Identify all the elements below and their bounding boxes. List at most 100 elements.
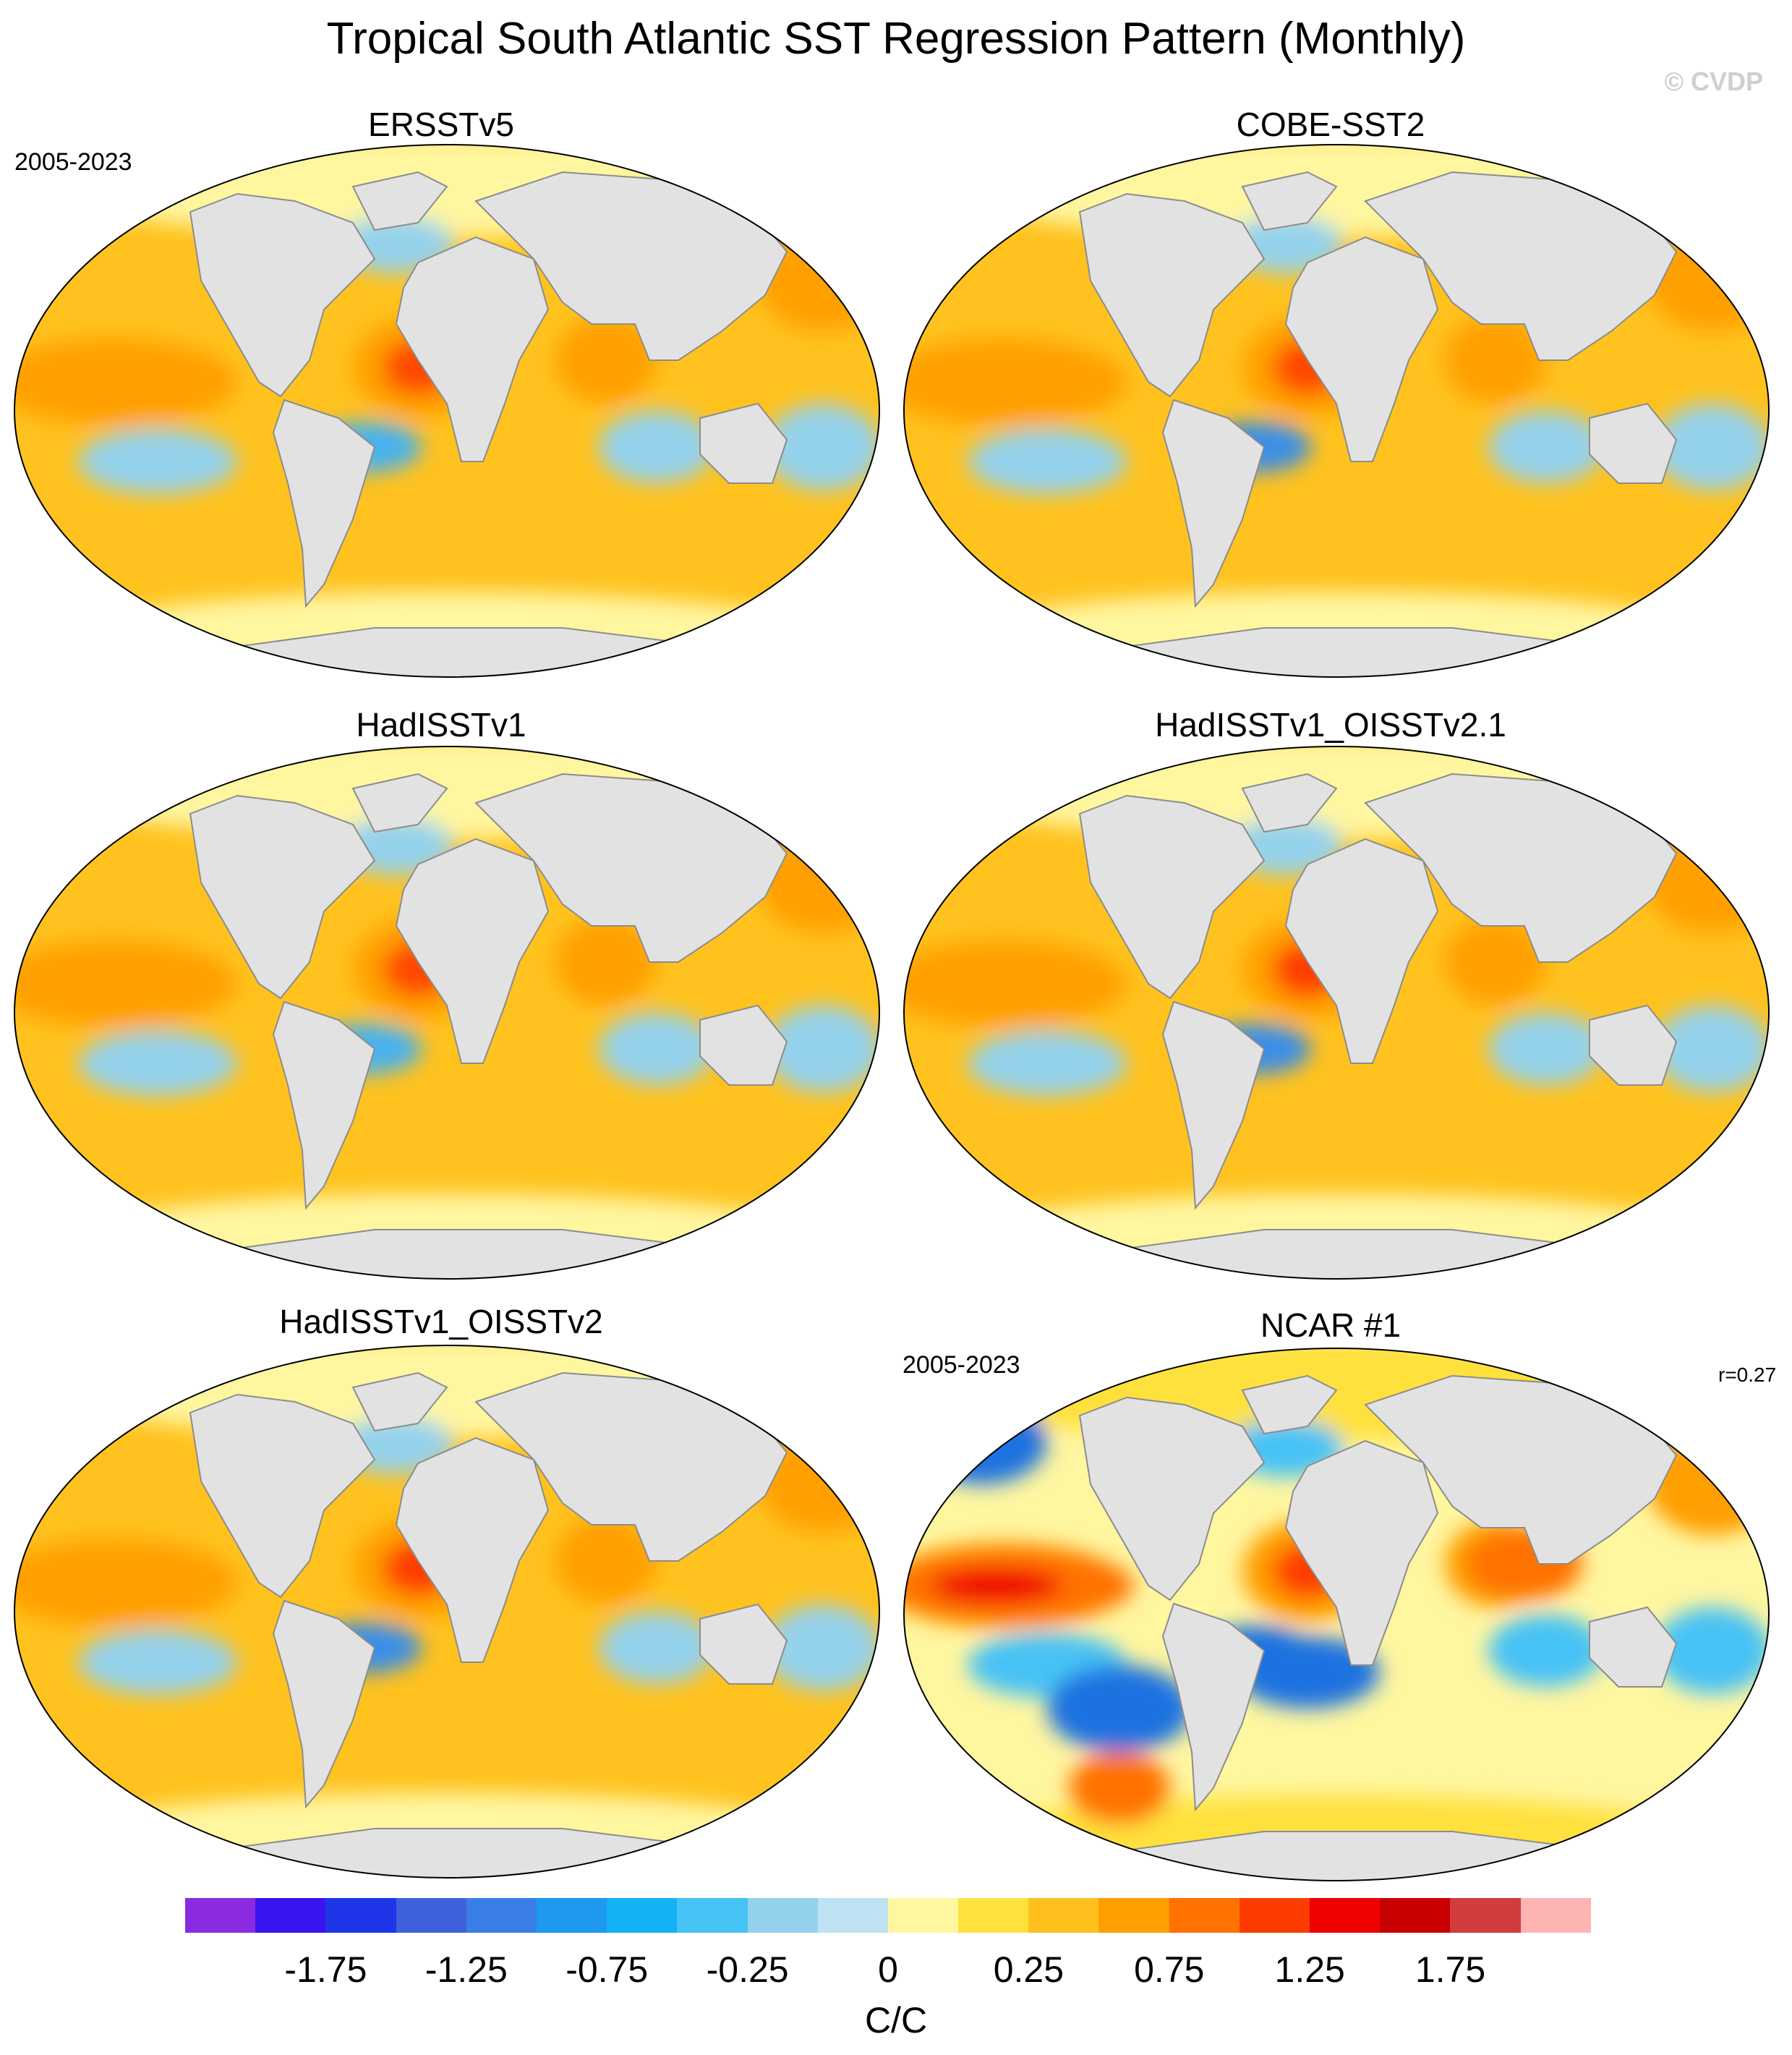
continent-shape xyxy=(272,399,376,608)
panel-title: NCAR #1 xyxy=(1260,1306,1401,1344)
correlation-label: r=0.27 xyxy=(1718,1363,1777,1386)
colorbar-swatch xyxy=(325,1898,396,1933)
colorbar-swatch xyxy=(1239,1898,1310,1933)
regression-map xyxy=(903,144,1770,678)
map-outline xyxy=(903,144,1770,678)
continent-shape xyxy=(189,794,376,1000)
indian-ocean-cool xyxy=(1488,411,1604,483)
colorbar-tick-label: -1.75 xyxy=(284,1949,367,1990)
tasman-cool xyxy=(1655,1005,1769,1092)
indian-ocean-cool xyxy=(599,1612,714,1684)
panel-title: HadISSTv1_OISSTv2.1 xyxy=(1155,706,1506,744)
map-outline xyxy=(14,144,880,678)
kuroshio-cold xyxy=(1712,1397,1769,1455)
colorbar-swatch xyxy=(185,1898,256,1933)
panel-title: HadISSTv1_OISSTv2 xyxy=(279,1303,603,1340)
continent-shape xyxy=(1078,192,1266,398)
continent-shape xyxy=(1589,402,1678,484)
colorbar-swatch xyxy=(255,1898,326,1933)
tasman-cool xyxy=(1655,404,1769,490)
colorbar-swatch xyxy=(607,1898,678,1933)
indian-ocean-cool xyxy=(599,1013,714,1085)
indian-ocean-warm xyxy=(1445,317,1546,404)
tropical-pacific-anomaly xyxy=(14,940,237,1027)
colorbar-swatch xyxy=(1520,1898,1591,1933)
regression-map xyxy=(14,1345,880,1879)
continent-shape xyxy=(1589,1004,1678,1086)
colorbar-swatch xyxy=(1380,1898,1451,1933)
colorbar-tick-label: 0 xyxy=(878,1949,898,1990)
colorbar-swatch xyxy=(1098,1898,1169,1933)
map-outline xyxy=(14,1345,880,1879)
colorbar-tick-label: 1.75 xyxy=(1415,1949,1486,1990)
continent-shape xyxy=(1161,399,1266,608)
watermark: © CVDP xyxy=(1664,67,1763,96)
colorbar-swatch xyxy=(1028,1898,1099,1933)
pacific-hot-core xyxy=(931,1567,1062,1604)
indian-ocean-warm xyxy=(555,317,657,404)
indian-ocean-warm xyxy=(555,919,657,1005)
colorbar-swatch xyxy=(396,1898,466,1933)
panel-title: COBE-SST2 xyxy=(1236,106,1425,143)
colorbar-tick-label: -0.75 xyxy=(566,1949,649,1990)
indian-ocean-warm xyxy=(1445,919,1546,1005)
south-pacific-cool xyxy=(78,1630,237,1695)
south-pacific-cool xyxy=(968,1031,1127,1096)
colorbar-swatch xyxy=(1169,1898,1240,1933)
colorbar-swatch xyxy=(466,1898,537,1933)
indian-ocean-cool xyxy=(1488,1614,1604,1687)
tasman-cool xyxy=(1655,1607,1769,1694)
colorbar-tick-label: 0.25 xyxy=(993,1949,1064,1990)
continent-shape xyxy=(699,402,788,484)
indian-ocean-cool xyxy=(599,411,714,483)
continent-shape xyxy=(1078,794,1266,1000)
tropical-pacific-anomaly xyxy=(904,339,1127,425)
tropical-pacific-anomaly xyxy=(14,1539,237,1626)
colorbar-swatch xyxy=(747,1898,818,1933)
tasman-cool xyxy=(765,404,879,490)
continent-shape xyxy=(351,773,448,833)
regression-map xyxy=(14,144,880,678)
period-label: 2005-2023 xyxy=(903,1351,1020,1379)
colorbar-swatch xyxy=(536,1898,607,1933)
panel-title: HadISSTv1 xyxy=(356,706,526,744)
continent-shape xyxy=(1161,1602,1266,1812)
colorbar-swatch xyxy=(1310,1898,1381,1933)
units-label: C/C xyxy=(864,2000,928,2041)
regression-map xyxy=(903,1348,1770,1881)
panel-title: ERSSTv5 xyxy=(368,106,514,143)
figure-title: Tropical South Atlantic SST Regression P… xyxy=(326,14,1466,64)
regression-map xyxy=(903,746,1770,1280)
continent-shape xyxy=(189,1393,376,1599)
tasman-cool xyxy=(765,1604,879,1691)
south-pacific-cool xyxy=(968,429,1127,494)
continent-shape xyxy=(1241,171,1338,231)
continent-shape xyxy=(272,1599,376,1809)
continent-shape xyxy=(1241,1374,1338,1435)
south-pacific-warm xyxy=(1069,1752,1170,1824)
south-pacific-cold xyxy=(1047,1665,1192,1752)
colorbar-swatch xyxy=(817,1898,888,1933)
colorbar-swatch xyxy=(958,1898,1029,1933)
map-outline xyxy=(903,746,1770,1280)
colorbar-tick-label: -1.25 xyxy=(424,1949,508,1990)
indian-ocean-warm xyxy=(555,1518,657,1604)
continent-shape xyxy=(1589,1606,1678,1688)
indian-ocean-cool xyxy=(1488,1013,1604,1085)
continent-shape xyxy=(1241,773,1338,833)
south-atlantic-cold xyxy=(1235,1636,1380,1709)
south-pacific-cool xyxy=(78,429,237,494)
colorbar-swatch xyxy=(677,1898,748,1933)
regression-map xyxy=(14,746,880,1280)
tropical-pacific-anomaly xyxy=(904,940,1127,1027)
continent-shape xyxy=(351,1371,448,1432)
continent-shape xyxy=(189,192,376,398)
tasman-cool xyxy=(765,1005,879,1092)
colorbar-swatch xyxy=(1450,1898,1521,1933)
colorbar-swatch xyxy=(887,1898,959,1933)
period-label: 2005-2023 xyxy=(14,148,132,176)
colorbar xyxy=(185,1898,1591,1933)
colorbar-tick-label: -0.25 xyxy=(706,1949,789,1990)
north-pacific-cold xyxy=(917,1397,1047,1484)
continent-shape xyxy=(1078,1396,1266,1601)
